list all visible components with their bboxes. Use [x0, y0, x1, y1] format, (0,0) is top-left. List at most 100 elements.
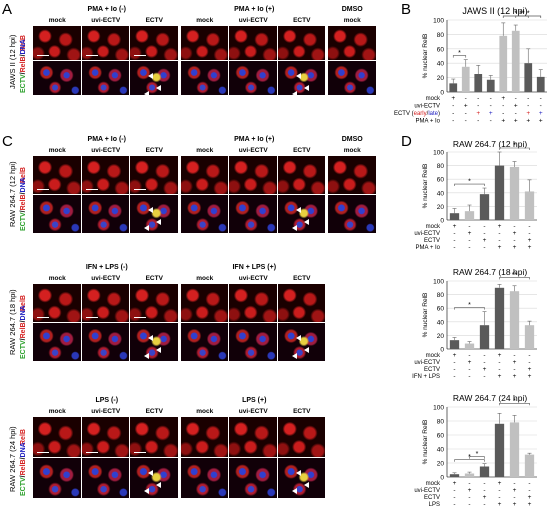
treatment-mark: + [526, 110, 530, 117]
y-tick-label: 0 [440, 218, 444, 225]
c2-col-3: mock [196, 275, 214, 282]
treatment-mark: + [501, 95, 505, 102]
treatment-mark: - [483, 487, 485, 494]
a-tile-r0-c0 [33, 26, 81, 60]
c1-cond-pos: PMA + Io (+) [234, 136, 275, 143]
c1-tile-r0-c1 [81, 156, 129, 194]
treatment-mark: - [452, 103, 454, 110]
arrowhead-marker [156, 85, 161, 91]
y-tick-label: 80 [437, 419, 445, 426]
arrowhead-marker [156, 347, 161, 353]
treatment-mark: - [453, 494, 455, 501]
treatment-mark: - [453, 487, 455, 494]
significance-star: * [513, 398, 516, 405]
treatment-mark: - [468, 501, 470, 508]
y-tick-label: 60 [437, 177, 445, 184]
treatment-mark: + [489, 110, 493, 117]
bar [464, 473, 475, 477]
c2-tile-r0-c0 [33, 284, 81, 322]
y-axis-label: % nuclear RelB [422, 293, 429, 338]
y-tick-label: 100 [433, 279, 444, 286]
bar [449, 340, 460, 349]
y-tick-label: 0 [440, 475, 444, 482]
bar [494, 423, 505, 477]
c1-col-6: mock [343, 147, 361, 154]
treatment-mark: - [515, 110, 517, 117]
c3-col-5: ECTV [293, 408, 311, 415]
treatment-mark: - [513, 237, 515, 244]
treatment-row-label: uvi-ECTV [414, 488, 440, 494]
y-tick-label: 0 [440, 347, 444, 354]
arrowhead-marker [303, 347, 309, 353]
c1-tile-r1-c3 [180, 195, 228, 233]
c3-tile-r1-c3 [180, 458, 228, 498]
treatment-mark: - [528, 352, 530, 359]
treatment-mark: - [468, 352, 470, 359]
c1-tile-r0-c0 [33, 156, 81, 194]
bar [449, 213, 460, 220]
treatment-mark: - [513, 352, 515, 359]
significance-bracket [452, 55, 467, 58]
scale-bar [37, 451, 49, 453]
scale-bar [134, 188, 146, 190]
bar [449, 474, 460, 477]
arrowhead-marker [291, 353, 297, 359]
treatment-mark: - [515, 95, 517, 102]
c1-tile-r0-c5 [277, 156, 325, 194]
arrowhead-marker [148, 335, 153, 341]
significance-bracket [499, 147, 530, 150]
significance-star: * [476, 451, 479, 458]
c3-col-1: uvi-ECTV [91, 408, 121, 415]
treatment-mark: - [453, 230, 455, 237]
arrowhead-marker [295, 207, 301, 213]
c3-col-2: ECTV [145, 408, 163, 415]
a-col-3: mock [196, 17, 214, 24]
treatment-mark: + [453, 480, 457, 487]
treatment-row-label: uvi-ECTV [414, 104, 440, 110]
treatment-mark: - [468, 494, 470, 501]
treatment-mark: - [468, 373, 470, 380]
treatment-mark: + [528, 501, 532, 508]
arrowhead-marker [144, 353, 149, 359]
treatment-mark: - [528, 480, 530, 487]
treatment-mark: - [453, 366, 455, 373]
treatment-mark: - [468, 480, 470, 487]
a-tile-r1-c2 [130, 61, 178, 95]
panel-letter-d: D [401, 133, 412, 150]
c2-tile-r1-c5 [277, 323, 325, 361]
treatment-mark: - [513, 494, 515, 501]
c1-tile-r1-c1 [81, 195, 129, 233]
chart-d2-title: RAW 264.7 (18 hpi) [452, 267, 528, 277]
treatment-mark: + [453, 223, 457, 230]
c3-tile-r0-c4 [229, 417, 277, 457]
treatment-mark: - [498, 359, 500, 366]
c1-tile-r1-c0 [33, 195, 81, 233]
a-tile-r1-c6 [328, 61, 376, 95]
treatment-mark: - [502, 103, 504, 110]
a-tile-r1-c5 [277, 61, 325, 95]
c3-tile-r0-c1 [81, 417, 129, 457]
arrowhead-marker [148, 470, 153, 476]
significance-star: * [513, 143, 516, 150]
treatment-mark: - [483, 480, 485, 487]
panel-letter-b: B [401, 1, 412, 18]
treatment-mark: - [528, 487, 530, 494]
treatment-mark: + [483, 237, 487, 244]
treatment-mark: + [498, 223, 502, 230]
c3-tile-r1-c5 [277, 458, 325, 498]
treatment-row-label: LPS [429, 502, 440, 508]
treatment-mark: - [483, 373, 485, 380]
bar [524, 63, 533, 92]
c3-tile-r1-c2 [130, 458, 178, 498]
y-tick-label: 20 [437, 204, 445, 211]
a-tile-r1-c3 [180, 61, 228, 95]
bar [524, 325, 535, 349]
treatment-mark: + [526, 118, 530, 125]
treatment-mark: - [528, 359, 530, 366]
c2-col-1: uvi-ECTV [91, 275, 121, 282]
treatment-row-label: PMA + Io [415, 119, 440, 125]
a-tile-r0-c2 [130, 26, 178, 60]
treatment-mark: - [483, 230, 485, 237]
arrowhead-marker [148, 207, 153, 213]
bar [479, 466, 490, 477]
